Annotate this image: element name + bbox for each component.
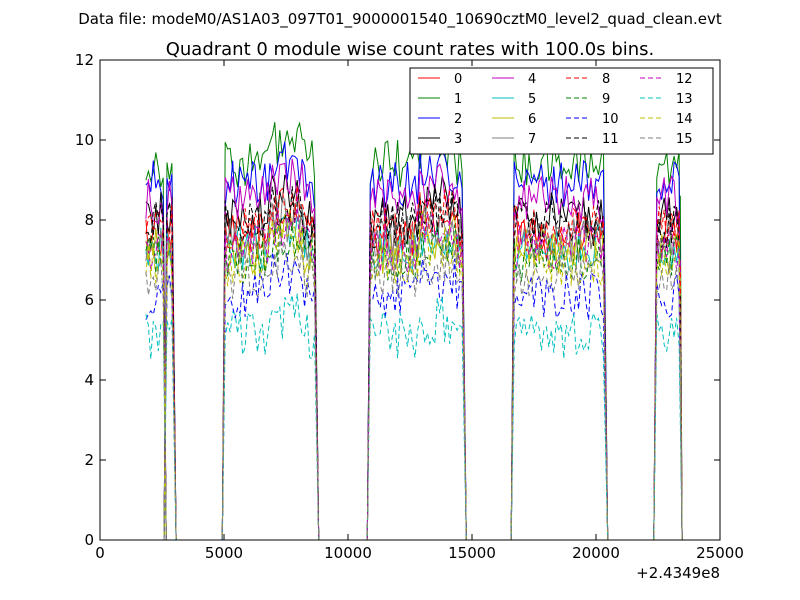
x-tick-label: 5000	[205, 544, 243, 562]
y-tick-label: 8	[84, 211, 94, 229]
y-tick-label: 12	[75, 51, 94, 69]
y-tick-label: 10	[75, 131, 94, 149]
x-tick-label: 25000	[696, 544, 744, 562]
series-line-13	[145, 293, 683, 541]
series-line-4	[145, 158, 683, 541]
legend-label-10: 10	[602, 112, 619, 127]
x-tick-label: 20000	[572, 544, 620, 562]
x-tick-label: 10000	[324, 544, 372, 562]
legend-label-12: 12	[676, 72, 693, 87]
legend-label-8: 8	[602, 72, 610, 87]
legend-label-7: 7	[528, 132, 536, 147]
series-line-2	[145, 141, 683, 541]
x-tick-label: 15000	[448, 544, 496, 562]
series-line-11	[145, 184, 683, 541]
legend-label-11: 11	[602, 132, 619, 147]
legend-label-3: 3	[454, 132, 462, 147]
series-line-10	[145, 252, 683, 541]
chart-title: Quadrant 0 module wise count rates with …	[166, 39, 655, 60]
legend-label-9: 9	[602, 92, 610, 107]
plot-lines	[145, 121, 683, 541]
y-tick-label: 6	[84, 291, 94, 309]
legend-label-2: 2	[454, 112, 462, 127]
series-line-12	[145, 207, 683, 541]
legend-label-4: 4	[528, 72, 536, 87]
series-line-14	[145, 220, 683, 541]
legend-label-13: 13	[676, 92, 693, 107]
x-axis: 0 5000 10000 15000 20000 25000	[95, 60, 744, 562]
legend-label-0: 0	[454, 72, 462, 87]
series-line-15	[145, 236, 683, 541]
y-tick-label: 4	[84, 371, 94, 389]
series-line-9	[145, 219, 683, 541]
legend-label-15: 15	[676, 132, 693, 147]
x-tick-label: 0	[95, 544, 105, 562]
y-tick-label: 0	[84, 531, 94, 549]
legend-box	[409, 67, 714, 155]
suptitle: Data file: modeM0/AS1A03_097T01_90000015…	[78, 10, 722, 29]
legend-label-14: 14	[676, 112, 693, 127]
x-offset-label: +2.4349e8	[636, 564, 720, 582]
legend-label-5: 5	[528, 92, 536, 107]
legend-label-6: 6	[528, 112, 536, 127]
y-tick-label: 2	[84, 451, 94, 469]
legend-label-1: 1	[454, 92, 462, 107]
